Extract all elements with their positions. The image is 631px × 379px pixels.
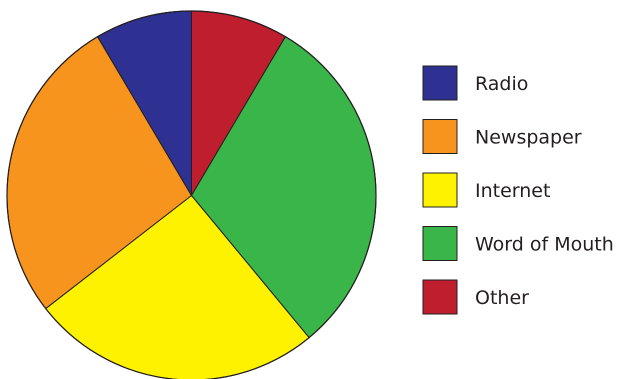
legend-swatch-internet <box>422 172 458 208</box>
legend-label-radio: Radio <box>475 73 528 95</box>
legend-label-other: Other <box>475 287 529 309</box>
pie-slices <box>6 10 377 379</box>
legend: Radio Newspaper Internet Word of Mouth Other <box>422 65 614 315</box>
legend-swatch-other <box>422 279 458 315</box>
legend-swatch-newspaper <box>422 119 458 154</box>
legend-swatch-radio <box>422 65 458 101</box>
pie-outline <box>6 10 377 379</box>
legend-label-internet: Internet <box>475 180 550 202</box>
legend-label-newspaper: Newspaper <box>475 127 582 149</box>
legend-label-word-of-mouth: Word of Mouth <box>475 234 614 256</box>
legend-swatch-word-of-mouth <box>422 226 458 261</box>
